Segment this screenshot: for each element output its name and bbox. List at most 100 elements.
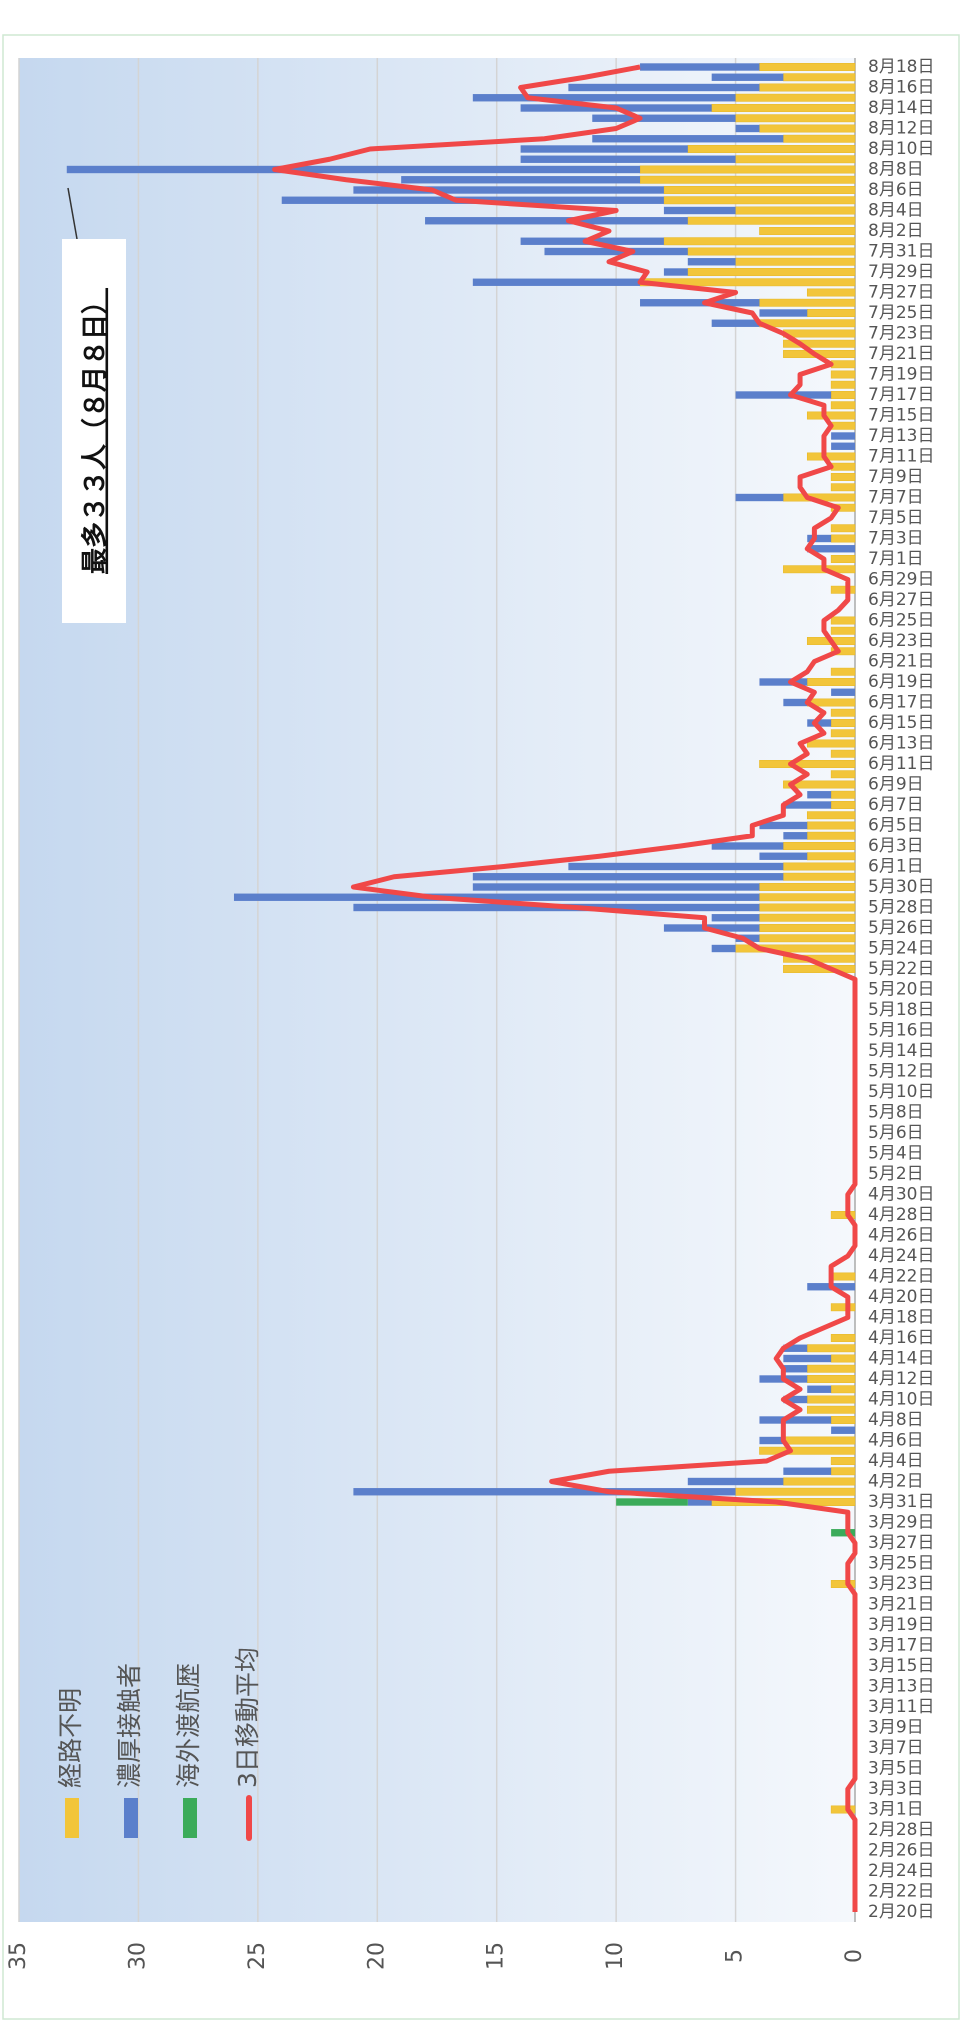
bar [830,626,856,635]
bar [759,852,808,860]
bar [830,749,856,758]
bar [592,114,736,122]
bar [353,186,664,194]
y-tick-label: 4月24日 [868,1246,934,1266]
y-tick-label: 5月24日 [868,939,934,959]
bar [759,83,856,92]
bar [830,719,856,727]
bar [687,216,856,225]
y-tick-label: 3月15日 [868,1656,934,1676]
y-tick-label: 7月9日 [868,467,924,487]
bar [759,319,856,328]
y-tick-label: 8月2日 [868,221,924,241]
x-tick-label: 15 [484,1942,509,1970]
bar [711,104,856,112]
y-tick-label: 7月19日 [868,365,934,385]
legend-label: 濃厚接触者 [115,1663,144,1788]
y-tick-label: 8月8日 [868,160,924,180]
bar [806,821,856,830]
bar [711,914,760,922]
y-tick-label: 3月29日 [868,1513,934,1533]
bar [663,186,856,194]
y-tick-label: 5月12日 [868,1062,934,1082]
bar [830,616,856,625]
y-tick-label: 6月1日 [868,857,924,877]
bar [806,739,856,748]
bar [830,667,856,676]
y-tick-label: 7月29日 [868,262,934,282]
bar [830,708,856,717]
y-tick-label: 3月27日 [868,1533,934,1553]
y-tick-label: 7月11日 [868,447,934,467]
bar [472,94,736,102]
bar [687,258,736,266]
bar [663,206,736,215]
y-tick-label: 6月5日 [868,816,924,836]
y-tick-label: 4月4日 [868,1451,924,1471]
bar [783,565,856,574]
y-tick-label: 7月27日 [868,283,934,303]
y-tick-label: 6月9日 [868,775,924,795]
y-tick-label: 7月17日 [868,385,934,405]
bar [806,1395,856,1404]
bar [616,1498,688,1506]
bar [544,247,688,256]
bar [735,493,784,502]
y-tick-label: 6月7日 [868,795,924,815]
bar [807,791,832,799]
bar [687,1477,784,1486]
x-tick-label: 5 [723,1949,748,1963]
bar [735,206,856,215]
bar [830,401,856,410]
bar [783,832,808,840]
bar [830,1416,856,1424]
y-tick-label: 5月28日 [868,898,934,918]
bar [640,63,760,71]
bar [830,1805,856,1814]
y-tick-label: 8月4日 [868,201,924,221]
bar [759,1446,856,1455]
bar [472,883,760,891]
bar [830,1457,856,1465]
bar [401,176,641,184]
y-tick-label: 6月23日 [868,631,934,651]
y-tick-label: 5月8日 [868,1103,924,1123]
bar [592,135,784,143]
bar [830,790,856,799]
y-tick-label: 5月26日 [868,918,934,938]
bar [568,83,760,92]
bar [806,1405,856,1414]
bar [759,913,856,922]
bar [759,883,856,891]
y-tick-label: 4月10日 [868,1390,934,1410]
y-tick-label: 2月24日 [868,1861,934,1881]
bar [759,124,856,133]
bar [830,770,856,779]
y-tick-label: 5月20日 [868,980,934,1000]
y-tick-label: 7月21日 [868,344,934,364]
y-tick-label: 3月7日 [868,1738,924,1758]
y-tick-label: 4月14日 [868,1349,934,1369]
bar [639,175,856,184]
y-tick-label: 4月30日 [868,1185,934,1205]
bar [830,421,856,430]
y-tick-label: 6月15日 [868,713,934,733]
legend-swatch [183,1798,197,1838]
x-tick-label: 0 [842,1949,867,1963]
bar [830,1467,856,1476]
y-tick-label: 2月28日 [868,1820,934,1840]
y-tick-label: 4月6日 [868,1431,924,1451]
y-tick-label: 5月18日 [868,1000,934,1020]
y-tick-label: 7月3日 [868,529,924,549]
bar [759,1436,784,1445]
y-tick-label: 5月30日 [868,877,934,897]
bar [830,380,856,389]
bar [783,780,856,789]
bar [830,391,856,399]
y-tick-label: 4月22日 [868,1267,934,1287]
bar [711,842,784,850]
x-tick-label: 35 [6,1942,31,1970]
bar [806,288,856,297]
y-tick-label: 5月14日 [868,1041,934,1061]
bar [807,1385,832,1393]
